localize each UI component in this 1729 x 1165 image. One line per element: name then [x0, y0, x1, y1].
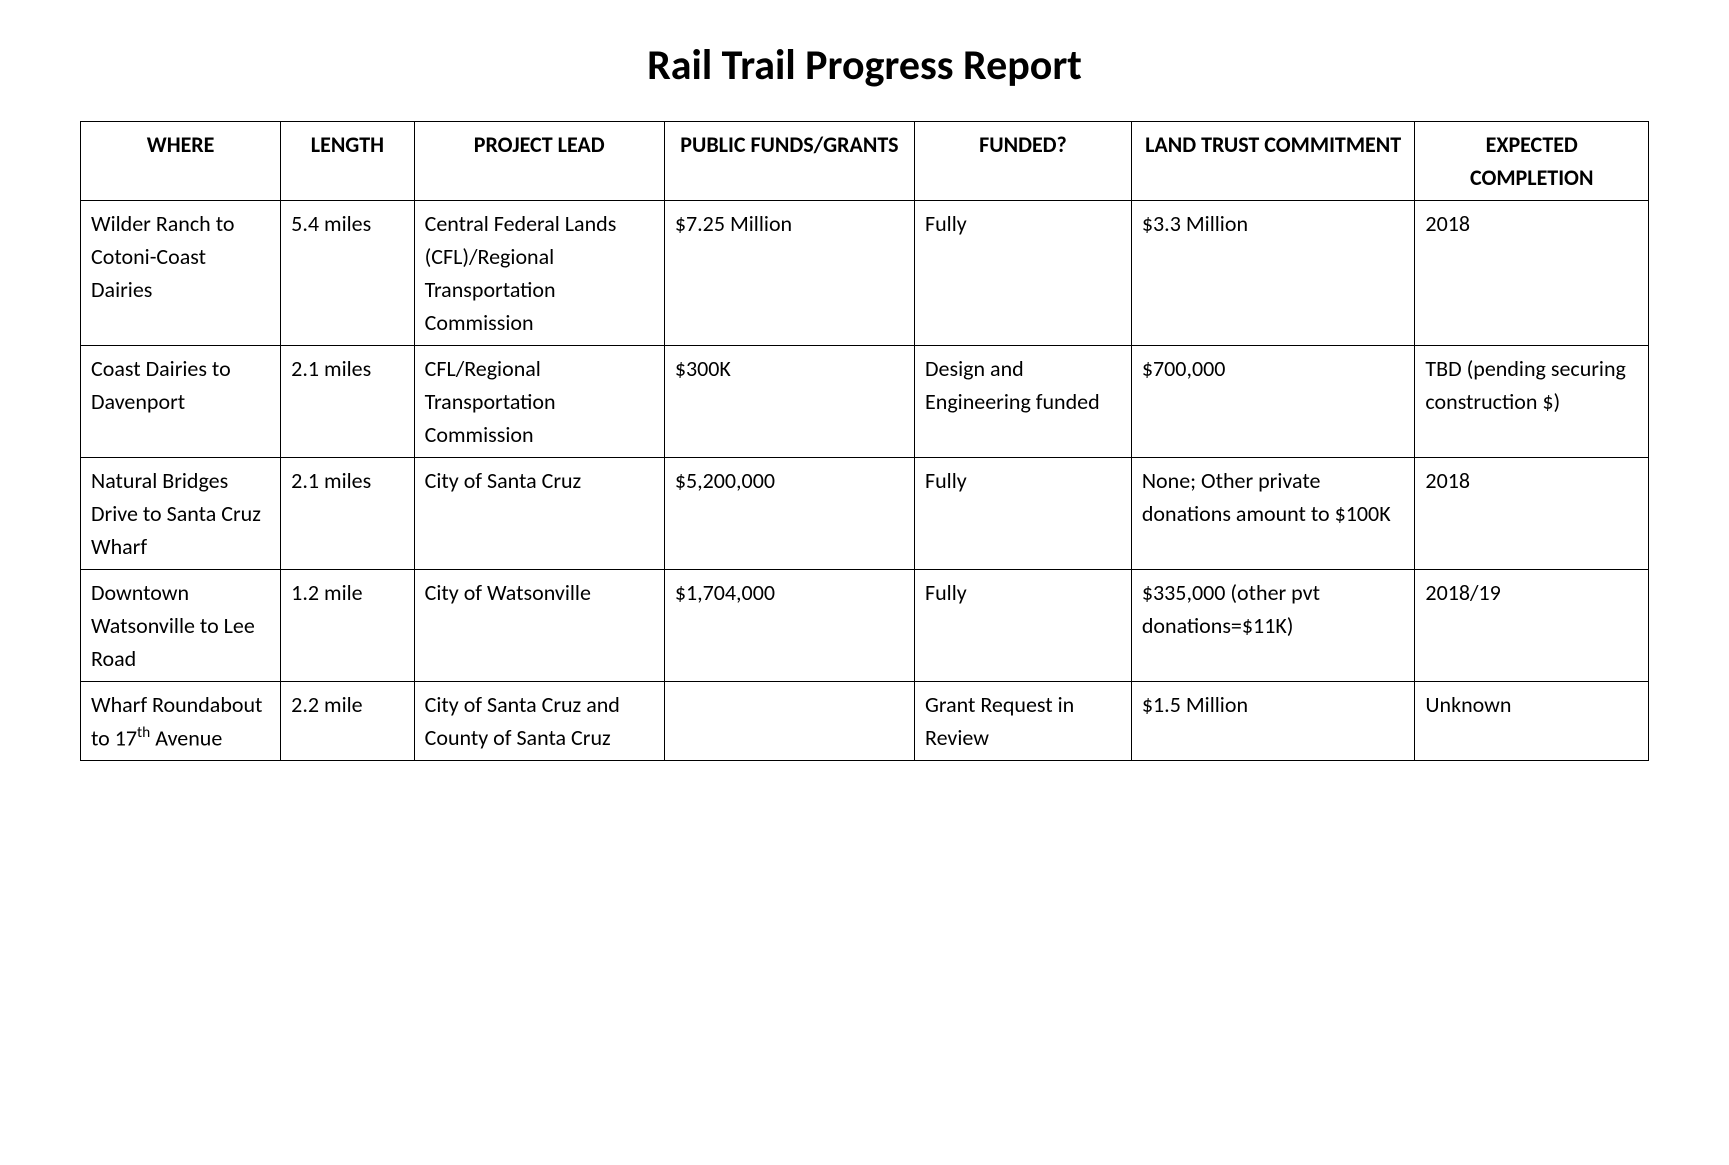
- header-length: LENGTH: [281, 122, 414, 201]
- cell-length: 5.4 miles: [281, 201, 414, 346]
- header-funds: PUBLIC FUNDS/GRANTS: [664, 122, 914, 201]
- cell-funded: Design and Engineering funded: [915, 346, 1132, 458]
- header-funded: FUNDED?: [915, 122, 1132, 201]
- table-row: Downtown Watsonville to Lee Road1.2 mile…: [81, 570, 1649, 682]
- header-where: WHERE: [81, 122, 281, 201]
- cell-funds: $1,704,000: [664, 570, 914, 682]
- cell-funds: $300K: [664, 346, 914, 458]
- cell-funds: $5,200,000: [664, 458, 914, 570]
- table-body: Wilder Ranch to Cotoni-Coast Dairies5.4 …: [81, 201, 1649, 761]
- cell-funded: Fully: [915, 570, 1132, 682]
- header-lead: PROJECT LEAD: [414, 122, 664, 201]
- cell-length: 2.2 mile: [281, 682, 414, 761]
- cell-completion: 2018: [1415, 201, 1649, 346]
- header-completion: EXPECTED COMPLETION: [1415, 122, 1649, 201]
- cell-trust: $335,000 (other pvt donations=$11K): [1131, 570, 1415, 682]
- table-row: Wharf Roundabout to 17th Avenue2.2 mileC…: [81, 682, 1649, 761]
- table-row: Natural Bridges Drive to Santa Cruz Whar…: [81, 458, 1649, 570]
- cell-trust: $1.5 Million: [1131, 682, 1415, 761]
- cell-lead: Central Federal Lands (CFL)/Regional Tra…: [414, 201, 664, 346]
- cell-length: 2.1 miles: [281, 458, 414, 570]
- cell-funded: Fully: [915, 201, 1132, 346]
- cell-funds: [664, 682, 914, 761]
- cell-length: 2.1 miles: [281, 346, 414, 458]
- cell-trust: None; Other private donations amount to …: [1131, 458, 1415, 570]
- cell-lead: CFL/Regional Transportation Commission: [414, 346, 664, 458]
- cell-completion: Unknown: [1415, 682, 1649, 761]
- cell-completion: TBD (pending securing construction $): [1415, 346, 1649, 458]
- cell-where: Natural Bridges Drive to Santa Cruz Whar…: [81, 458, 281, 570]
- cell-lead: City of Santa Cruz and County of Santa C…: [414, 682, 664, 761]
- cell-trust: $700,000: [1131, 346, 1415, 458]
- table-row: Coast Dairies to Davenport2.1 milesCFL/R…: [81, 346, 1649, 458]
- cell-funded: Fully: [915, 458, 1132, 570]
- table-row: Wilder Ranch to Cotoni-Coast Dairies5.4 …: [81, 201, 1649, 346]
- cell-lead: City of Watsonville: [414, 570, 664, 682]
- cell-where: Wilder Ranch to Cotoni-Coast Dairies: [81, 201, 281, 346]
- cell-funds: $7.25 Million: [664, 201, 914, 346]
- progress-table: WHERE LENGTH PROJECT LEAD PUBLIC FUNDS/G…: [80, 121, 1649, 761]
- cell-completion: 2018: [1415, 458, 1649, 570]
- cell-funded: Grant Request in Review: [915, 682, 1132, 761]
- cell-where: Coast Dairies to Davenport: [81, 346, 281, 458]
- cell-length: 1.2 mile: [281, 570, 414, 682]
- cell-where: Wharf Roundabout to 17th Avenue: [81, 682, 281, 761]
- cell-completion: 2018/19: [1415, 570, 1649, 682]
- table-header-row: WHERE LENGTH PROJECT LEAD PUBLIC FUNDS/G…: [81, 122, 1649, 201]
- page-title: Rail Trail Progress Report: [80, 40, 1649, 91]
- cell-trust: $3.3 Million: [1131, 201, 1415, 346]
- header-trust: LAND TRUST COMMITMENT: [1131, 122, 1415, 201]
- cell-lead: City of Santa Cruz: [414, 458, 664, 570]
- cell-where: Downtown Watsonville to Lee Road: [81, 570, 281, 682]
